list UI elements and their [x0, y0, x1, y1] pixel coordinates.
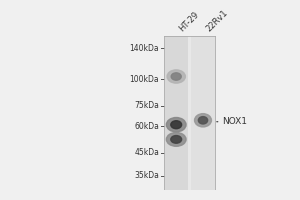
Text: HT-29: HT-29: [178, 9, 201, 33]
Ellipse shape: [166, 132, 186, 146]
Text: 45kDa: 45kDa: [134, 148, 159, 157]
Text: 140kDa: 140kDa: [130, 44, 159, 53]
Bar: [164, 36, 215, 190]
Ellipse shape: [171, 73, 181, 80]
Ellipse shape: [166, 118, 186, 132]
Text: NOX1: NOX1: [222, 117, 247, 126]
Text: 75kDa: 75kDa: [134, 101, 159, 110]
Ellipse shape: [198, 117, 208, 124]
Text: 35kDa: 35kDa: [134, 171, 159, 180]
Bar: [191, 36, 214, 190]
Text: 60kDa: 60kDa: [134, 122, 159, 131]
Text: 22Rv1: 22Rv1: [204, 8, 230, 33]
Text: 100kDa: 100kDa: [130, 75, 159, 84]
Ellipse shape: [194, 114, 212, 127]
Ellipse shape: [167, 70, 185, 83]
Ellipse shape: [171, 136, 182, 143]
Bar: [165, 36, 188, 190]
Ellipse shape: [171, 121, 182, 129]
